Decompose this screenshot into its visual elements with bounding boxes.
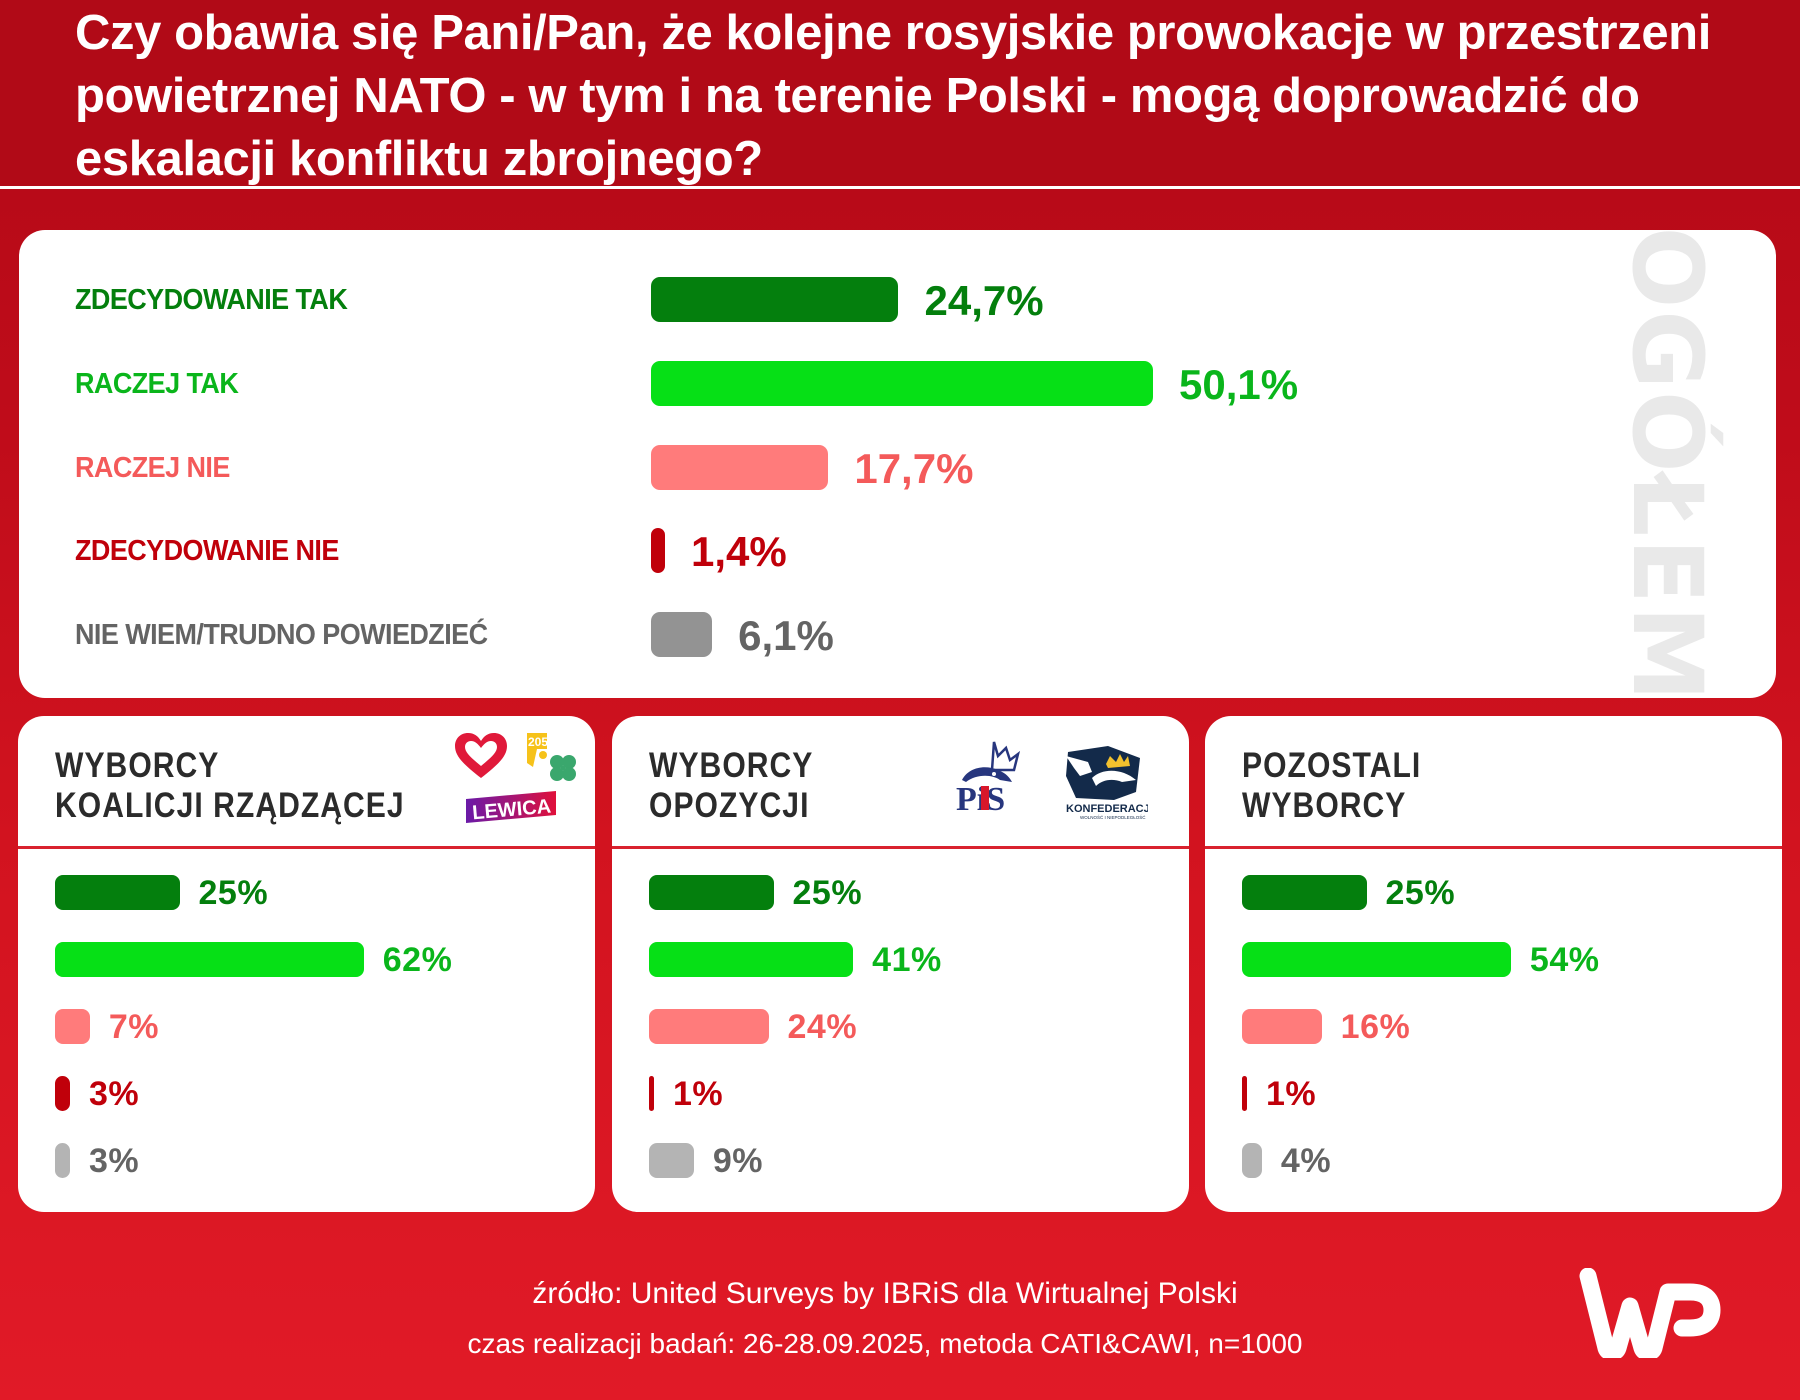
panel-divider — [1205, 846, 1782, 849]
value-label-definitely-no: 1% — [673, 1075, 724, 1113]
bar-rather-yes — [55, 942, 364, 977]
value-label-rather-no: 17,7% — [854, 444, 974, 492]
category-label-definitely-yes: ZDECYDOWANIE TAK — [75, 284, 348, 316]
panel-title: WYBORCY OPOZYCJI — [649, 746, 813, 826]
konfederacja-logo-text: KONFEDERACJA — [1066, 803, 1148, 815]
panel-title-line: WYBORCY — [1242, 786, 1407, 825]
value-label-dont-know: 6,1% — [738, 612, 834, 660]
value-label-rather-yes: 54% — [1529, 941, 1600, 979]
bar-definitely-yes — [1242, 875, 1367, 910]
title-line: Czy obawia się Pani/Pan, że kolejne rosy… — [75, 6, 1711, 60]
title-line: powietrznej NATO - w tym i na terenie Po… — [75, 69, 1640, 123]
title-line: eskalacji konfliktu zbrojnego? — [75, 132, 763, 186]
bar-rather-yes — [1242, 942, 1511, 977]
other-voters-panel: POZOSTALI WYBORCY 25% 54% 16% 1% 4% — [1205, 716, 1782, 1212]
wp-logo — [1579, 1268, 1721, 1358]
bar-rather-no — [1242, 1009, 1322, 1044]
category-label-dont-know: NIE WIEM/TRUDNO POWIEDZIEĆ — [75, 619, 488, 652]
value-label-rather-yes: 62% — [382, 941, 453, 979]
lewica-logo: LEWICA — [466, 791, 556, 824]
panel-divider — [612, 846, 1189, 849]
bar-definitely-no — [1242, 1076, 1247, 1111]
panel-title: WYBORCY KOALICJI RZĄDZĄCEJ — [55, 746, 405, 826]
bar-definitely-yes — [55, 875, 180, 910]
konfederacja-logo-subtext: WOLNOŚĆ I NIEPODLEGŁOŚĆ — [1080, 813, 1146, 820]
panel-title-line: WYBORCY — [649, 746, 814, 785]
panel-title-line: KOALICJI RZĄDZĄCEJ — [55, 786, 405, 825]
value-label-definitely-yes: 25% — [792, 874, 863, 912]
value-label-rather-no: 16% — [1340, 1008, 1411, 1046]
source-note: źródło: United Surveys by IBRiS dla Wirt… — [532, 1277, 1238, 1310]
panel-title-line: OPOZYCJI — [649, 786, 810, 825]
pis-logo-text: PiS — [956, 781, 1005, 814]
bar-definitely-no — [649, 1076, 654, 1111]
bar-dont-know — [649, 1143, 694, 1178]
bar-dont-know — [1242, 1143, 1262, 1178]
value-label-rather-yes: 41% — [872, 941, 942, 979]
value-label-definitely-no: 1% — [1266, 1075, 1317, 1113]
category-label-rather-no: RACZEJ NIE — [75, 451, 230, 484]
pis-logo: PiS — [956, 741, 1021, 814]
category-label-rather-yes: RACZEJ TAK — [75, 367, 239, 400]
header-divider — [0, 186, 1800, 189]
value-label-definitely-no: 3% — [88, 1075, 140, 1113]
bar-rather-yes — [651, 360, 1153, 406]
bar-definitely-yes — [649, 875, 774, 910]
value-label-rather-no: 7% — [108, 1008, 159, 1046]
clover-logo — [550, 755, 576, 781]
panel-divider — [18, 846, 595, 849]
overall-results-panel: ZDECYDOWANIE TAK 24,7% RACZEJ TAK 50,1% RACZ… — [19, 230, 1776, 698]
overall-watermark-text: OGÓŁEM — [1611, 230, 1723, 698]
panel-title-line: POZOSTALI — [1242, 746, 1422, 785]
konfederacja-logo: KONFEDERACJA WOLNOŚĆ I NIEPODLEGŁOŚĆ — [1066, 746, 1148, 820]
bar-dont-know — [55, 1143, 70, 1178]
coalition-voters-panel: WYBORCY KOALICJI RZĄDZĄCEJ 2050 LEWIC — [18, 716, 595, 1212]
value-label-definitely-yes: 25% — [1385, 874, 1456, 912]
value-label-rather-no: 24% — [787, 1008, 858, 1046]
panel-title-line: WYBORCY — [55, 746, 220, 785]
bar-definitely-no — [651, 528, 666, 574]
value-label-definitely-no: 1,4% — [691, 528, 787, 576]
panel-title: POZOSTALI WYBORCY — [1242, 746, 1421, 826]
bar-rather-no — [651, 444, 829, 490]
category-label-definitely-no: ZDECYDOWANIE NIE — [75, 535, 339, 568]
bar-rather-no — [55, 1009, 90, 1044]
value-label-definitely-yes: 24,7% — [924, 277, 1044, 324]
bar-rather-yes — [649, 942, 854, 977]
bar-rather-no — [649, 1009, 769, 1044]
value-label-dont-know: 3% — [88, 1142, 140, 1180]
2050-logo: 2050 — [527, 733, 555, 767]
value-label-rather-yes: 50,1% — [1179, 360, 1299, 408]
bar-definitely-no — [55, 1076, 70, 1111]
2050-logo-text: 2050 — [528, 735, 549, 749]
value-label-dont-know: 9% — [712, 1142, 763, 1180]
bar-dont-know — [651, 612, 713, 658]
heart-logo — [455, 733, 507, 778]
value-label-dont-know: 4% — [1280, 1142, 1332, 1180]
overall-watermark: OGÓŁEM — [1611, 230, 1723, 698]
methodology-note: czas realizacji badań: 26-28.09.2025, me… — [467, 1328, 1303, 1359]
header — [0, 0, 1800, 186]
question-title: Czy obawia się Pani/Pan, że kolejne rosy… — [75, 2, 1775, 191]
value-label-definitely-yes: 25% — [198, 874, 269, 912]
bar-definitely-yes — [651, 277, 899, 322]
opposition-voters-panel: WYBORCY OPOZYCJI PiS KONFEDERACJA WOLNOŚ… — [612, 716, 1189, 1212]
